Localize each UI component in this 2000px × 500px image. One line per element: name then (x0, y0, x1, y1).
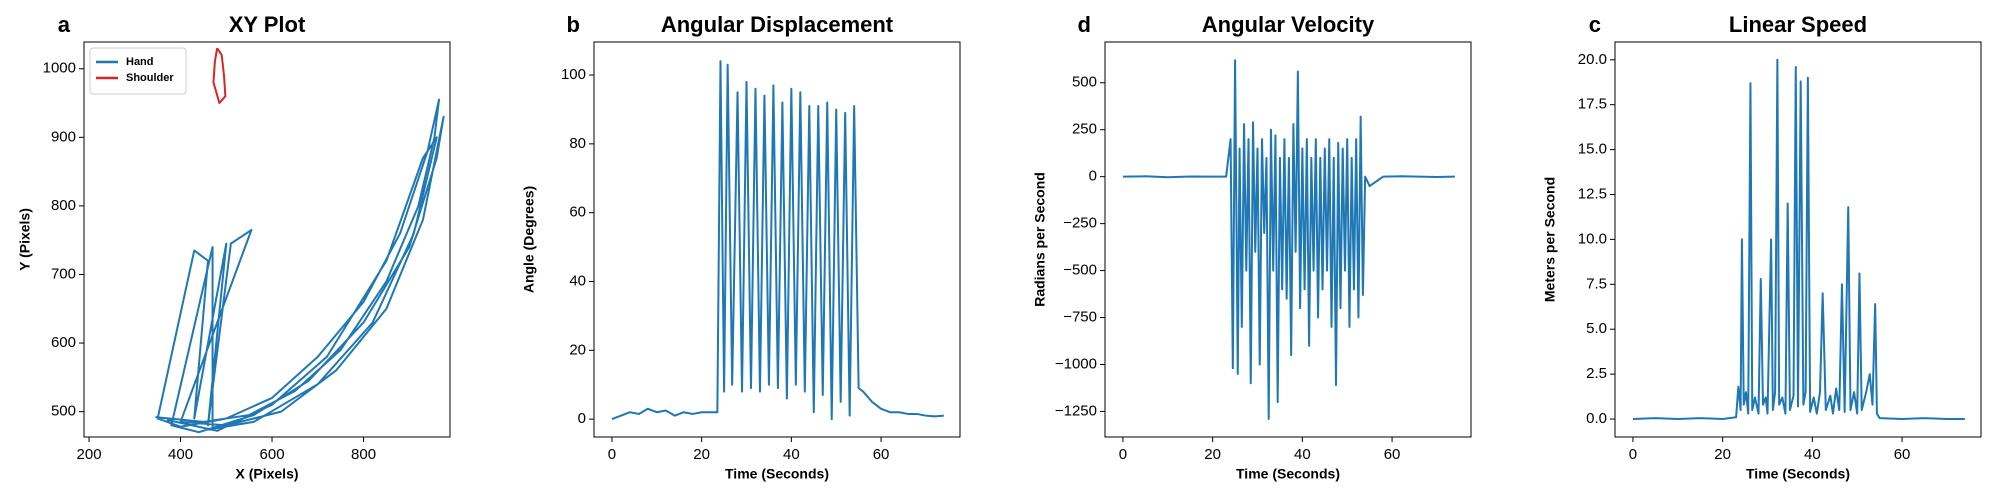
y-tick-label: −1000 (1055, 355, 1097, 372)
y-tick-label: 0.0 (1586, 410, 1607, 427)
y-tick-label: 40 (569, 272, 586, 289)
x-axis-label: Time (Seconds) (1746, 466, 1850, 482)
y-tick-label: 15.0 (1578, 141, 1607, 158)
x-tick-label: 0 (1629, 446, 1637, 463)
data-line (155, 98, 445, 434)
panel-label: c (1589, 12, 1601, 37)
x-tick-label: 200 (77, 446, 102, 463)
y-tick-label: 500 (1072, 74, 1097, 91)
panel-label: d (1078, 12, 1091, 37)
x-tick-label: 0 (1119, 446, 1127, 463)
y-tick-label: 2.5 (1586, 365, 1607, 382)
panel-label: b (567, 12, 580, 37)
data-line (611, 60, 944, 421)
y-tick-label: 100 (561, 66, 586, 83)
y-axis-label: Angle (Degrees) (521, 186, 537, 293)
data-line (1122, 59, 1455, 420)
legend-label: Shoulder (126, 72, 174, 84)
y-tick-label: 7.5 (1586, 275, 1607, 292)
x-tick-label: 60 (873, 446, 890, 463)
legend-box (89, 47, 187, 95)
x-tick-label: 60 (1384, 446, 1401, 463)
x-tick-label: 60 (1894, 446, 1911, 463)
y-tick-label: 250 (1072, 121, 1097, 138)
y-tick-label: 1000 (43, 60, 76, 77)
x-axis-label: Time (Seconds) (1236, 466, 1340, 482)
chart-title: Linear Speed (1729, 12, 1867, 37)
y-tick-label: 700 (51, 265, 76, 282)
x-tick-label: 400 (168, 446, 193, 463)
x-tick-label: 40 (1294, 446, 1311, 463)
y-tick-label: 17.5 (1578, 96, 1607, 113)
axes-frame (593, 41, 961, 438)
y-tick-label: 800 (51, 197, 76, 214)
y-tick-label: −1250 (1055, 402, 1097, 419)
y-tick-label: 0 (578, 410, 586, 427)
y-tick-label: 500 (51, 403, 76, 420)
legend: Hand Shoulder (89, 47, 187, 95)
y-tick-label: 0 (1089, 168, 1097, 185)
y-tick-label: 10.0 (1578, 230, 1607, 247)
x-tick-label: 20 (1714, 446, 1731, 463)
y-tick-label: 20.0 (1578, 51, 1607, 68)
axes-frame (83, 41, 451, 438)
y-tick-label: −750 (1063, 309, 1097, 326)
data-line (1632, 58, 1965, 421)
x-tick-label: 0 (608, 446, 616, 463)
legend-label: Hand (126, 56, 154, 68)
x-tick-label: 40 (783, 446, 800, 463)
y-tick-label: 600 (51, 334, 76, 351)
y-axis-label: Radians per Second (1032, 172, 1048, 307)
chart-title: Angular Displacement (661, 12, 894, 37)
y-tick-label: −500 (1063, 262, 1097, 279)
x-axis-label: X (Pixels) (235, 466, 298, 482)
axes-frame (1614, 41, 1982, 438)
y-tick-label: 20 (569, 341, 586, 358)
y-tick-label: 12.5 (1578, 185, 1607, 202)
x-tick-label: 20 (693, 446, 710, 463)
data-line (212, 47, 227, 105)
y-tick-label: −250 (1063, 215, 1097, 232)
y-tick-label: 80 (569, 135, 586, 152)
y-tick-label: 60 (569, 204, 586, 221)
chart-title: Angular Velocity (1202, 12, 1375, 37)
x-tick-label: 40 (1804, 446, 1821, 463)
x-tick-label: 800 (351, 446, 376, 463)
axes-frame (1104, 41, 1472, 438)
y-tick-label: 5.0 (1586, 320, 1607, 337)
chart-title: XY Plot (229, 12, 306, 37)
y-tick-label: 900 (51, 128, 76, 145)
y-axis-label: Y (Pixels) (17, 208, 33, 271)
x-tick-label: 20 (1204, 446, 1221, 463)
panel-label: a (58, 12, 71, 37)
y-axis-label: Meters per Second (1542, 177, 1558, 302)
x-tick-label: 600 (260, 446, 285, 463)
x-axis-label: Time (Seconds) (725, 466, 829, 482)
